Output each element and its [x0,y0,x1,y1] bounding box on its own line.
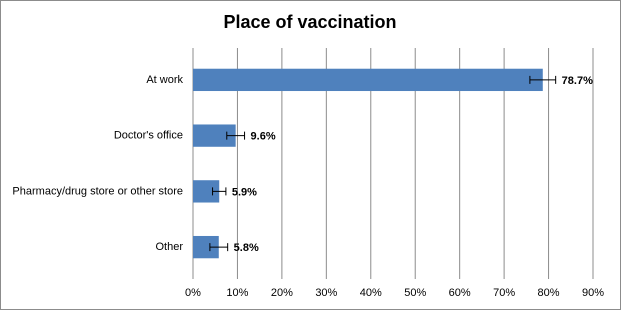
error-bar [212,187,227,196]
error-bar [529,75,557,84]
y-tick-label: Pharmacy/drug store or other store [12,185,183,197]
chart-title: Place of vaccination [223,12,396,32]
x-tick-label: 60% [449,287,471,299]
x-tick-label: 80% [538,287,560,299]
x-tick-label: 0% [185,287,201,299]
value-label: 78.7% [562,75,593,87]
value-label: 5.9% [232,186,257,198]
y-tick-label: Other [155,241,183,253]
value-label: 9.6% [251,131,276,143]
bar [193,235,219,259]
value-label: 5.8% [234,242,259,254]
x-tick-label: 30% [315,287,337,299]
x-tick-label: 90% [582,287,604,299]
bar [193,68,543,92]
bar [193,180,220,203]
x-tick-label: 10% [226,287,248,299]
error-bar [209,243,229,252]
x-tick-label: 40% [360,287,382,299]
x-tick-label: 20% [271,287,293,299]
bar [193,124,236,147]
x-tick-label: 50% [404,287,426,299]
x-tick-label: 70% [493,287,515,299]
y-tick-label: At work [146,74,183,86]
error-bar [226,131,246,140]
y-tick-label: Doctor's office [114,130,183,142]
